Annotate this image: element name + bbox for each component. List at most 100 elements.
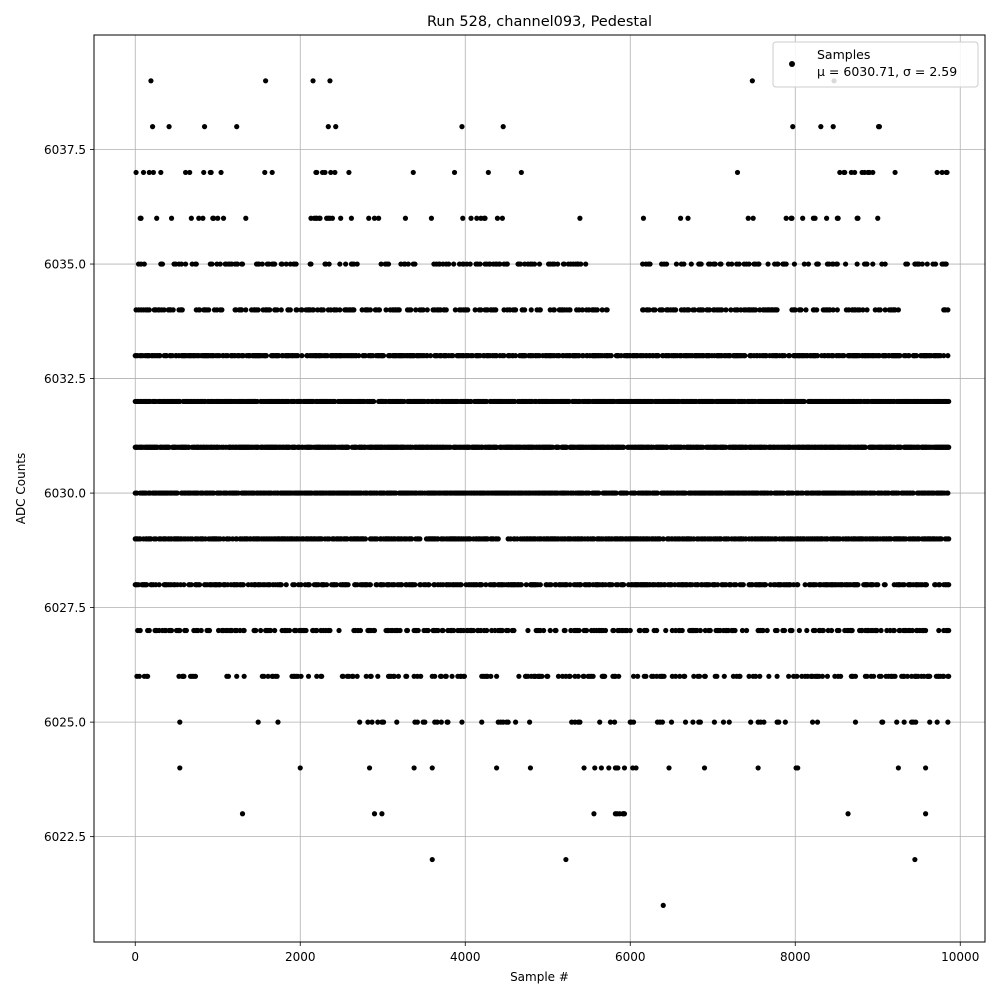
data-point (789, 215, 795, 221)
data-point (598, 765, 604, 771)
data-point (149, 124, 156, 130)
data-point (616, 673, 622, 679)
data-point (824, 215, 830, 221)
data-point (904, 261, 911, 267)
data-point (332, 169, 338, 176)
data-point (719, 307, 725, 313)
data-point (801, 261, 807, 267)
data-point (820, 627, 826, 634)
data-point (668, 719, 675, 725)
data-point (500, 124, 506, 130)
data-point (206, 307, 212, 313)
data-point (217, 261, 223, 267)
data-point (786, 353, 793, 359)
data-point (655, 353, 661, 359)
data-point (539, 673, 545, 679)
data-point (661, 673, 667, 679)
data-point (192, 673, 199, 679)
data-point (336, 627, 342, 634)
data-point (835, 215, 841, 221)
data-point (211, 215, 217, 221)
data-point (862, 444, 868, 450)
data-point (882, 307, 888, 313)
data-point (379, 811, 385, 817)
data-point (209, 261, 215, 267)
data-point (181, 582, 187, 588)
data-point (177, 627, 183, 634)
data-point (794, 673, 800, 679)
data-point (263, 353, 270, 359)
data-point (239, 261, 246, 267)
data-point (673, 261, 680, 267)
data-point (325, 124, 331, 130)
data-point (201, 124, 208, 130)
data-point (590, 673, 596, 679)
data-point (711, 719, 718, 725)
data-point (479, 719, 485, 725)
data-point (663, 627, 669, 634)
data-point (870, 169, 876, 176)
data-point (547, 627, 553, 634)
data-point (346, 169, 352, 176)
data-point (697, 627, 703, 634)
data-point (411, 765, 417, 771)
data-point (474, 215, 480, 221)
data-point (621, 444, 627, 450)
data-point (413, 307, 419, 313)
data-point (525, 627, 531, 634)
data-point (354, 673, 360, 679)
data-point (528, 307, 534, 313)
data-point (635, 673, 641, 679)
data-point (837, 169, 843, 176)
data-point (179, 307, 185, 313)
data-point (402, 215, 409, 221)
data-point (378, 261, 384, 267)
data-point (512, 353, 519, 359)
data-point (696, 673, 703, 679)
data-point (924, 261, 930, 267)
data-point (362, 536, 369, 542)
data-point (602, 673, 608, 679)
data-point (919, 261, 925, 267)
data-point (197, 582, 203, 588)
data-point (527, 765, 534, 771)
data-point (458, 582, 464, 588)
data-point (895, 307, 901, 313)
data-point (923, 627, 929, 634)
data-point (701, 765, 708, 771)
data-point (804, 627, 810, 634)
data-point (298, 673, 304, 679)
data-point (243, 215, 249, 221)
data-point (438, 719, 444, 725)
data-point (698, 261, 704, 267)
data-point (327, 78, 333, 84)
data-point (141, 261, 147, 267)
data-point (640, 215, 647, 221)
data-point (646, 307, 652, 313)
data-point (945, 490, 951, 496)
data-point (737, 673, 743, 679)
data-point (412, 261, 418, 267)
data-point (357, 719, 363, 725)
data-point (371, 398, 377, 405)
data-point (305, 673, 312, 679)
data-point (219, 307, 225, 313)
data-point (871, 673, 877, 679)
data-point (870, 261, 876, 267)
data-point (750, 215, 756, 221)
data-point (854, 261, 860, 267)
data-point (732, 627, 738, 634)
data-point (736, 261, 742, 267)
data-point (643, 673, 649, 679)
data-point (512, 719, 519, 725)
data-point (299, 353, 305, 359)
data-point (412, 582, 418, 588)
data-point (428, 353, 434, 359)
data-point (666, 765, 672, 771)
data-point (320, 307, 326, 313)
data-point (367, 582, 373, 588)
data-point (451, 169, 458, 176)
data-point (615, 765, 621, 771)
data-point (581, 765, 587, 771)
data-point (511, 627, 517, 634)
